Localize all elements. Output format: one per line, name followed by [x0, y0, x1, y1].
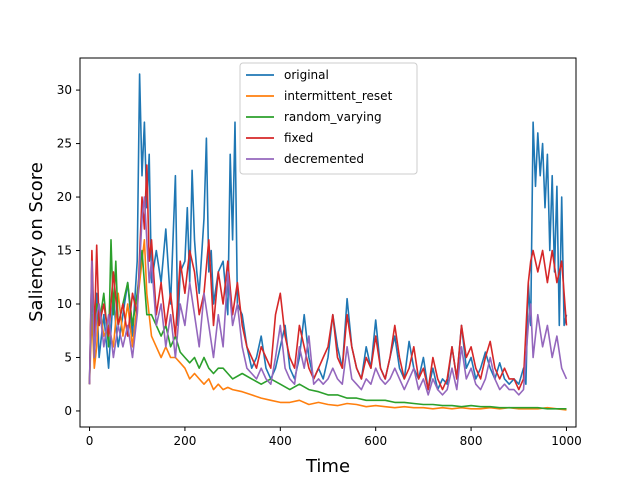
plot-frame [79, 57, 577, 428]
y-tick-label: 15 [57, 244, 72, 258]
y-axis-title: Saliency on Score [26, 162, 47, 322]
y-tick-label: 5 [64, 350, 72, 364]
y-tick-label: 0 [64, 404, 72, 418]
y-tick-label: 30 [57, 83, 72, 97]
series-line-intermittent-reset [88, 239, 567, 411]
y-tick-label: 20 [57, 190, 72, 204]
legend-label-decremented: decremented [284, 152, 364, 166]
series-line-fixed [88, 164, 568, 391]
y-tick-label: 25 [57, 137, 72, 151]
x-tick-label: 0 [86, 434, 94, 448]
legend: original intermittent_reset random_varying… [239, 62, 418, 175]
series-line-decremented [88, 196, 568, 396]
legend-label-original: original [284, 68, 329, 82]
x-axis-title: Time [305, 456, 350, 477]
x-tick-label: 600 [364, 434, 387, 448]
x-tick-label: 800 [460, 434, 483, 448]
x-axis: 0 200 400 600 800 1000 [86, 427, 582, 448]
y-axis: 0 5 10 15 20 25 30 [57, 83, 80, 418]
legend-label-intermittent-reset: intermittent_reset [284, 89, 393, 103]
legend-box [239, 62, 418, 175]
x-tick-label: 1000 [551, 434, 582, 448]
y-tick-label: 10 [57, 297, 72, 311]
series-layer [88, 73, 568, 411]
x-tick-label: 400 [269, 434, 292, 448]
legend-label-fixed: fixed [284, 131, 313, 145]
legend-label-random-varying: random_varying [284, 110, 382, 124]
series-line-random-varying [88, 239, 567, 410]
x-tick-label: 200 [173, 434, 196, 448]
